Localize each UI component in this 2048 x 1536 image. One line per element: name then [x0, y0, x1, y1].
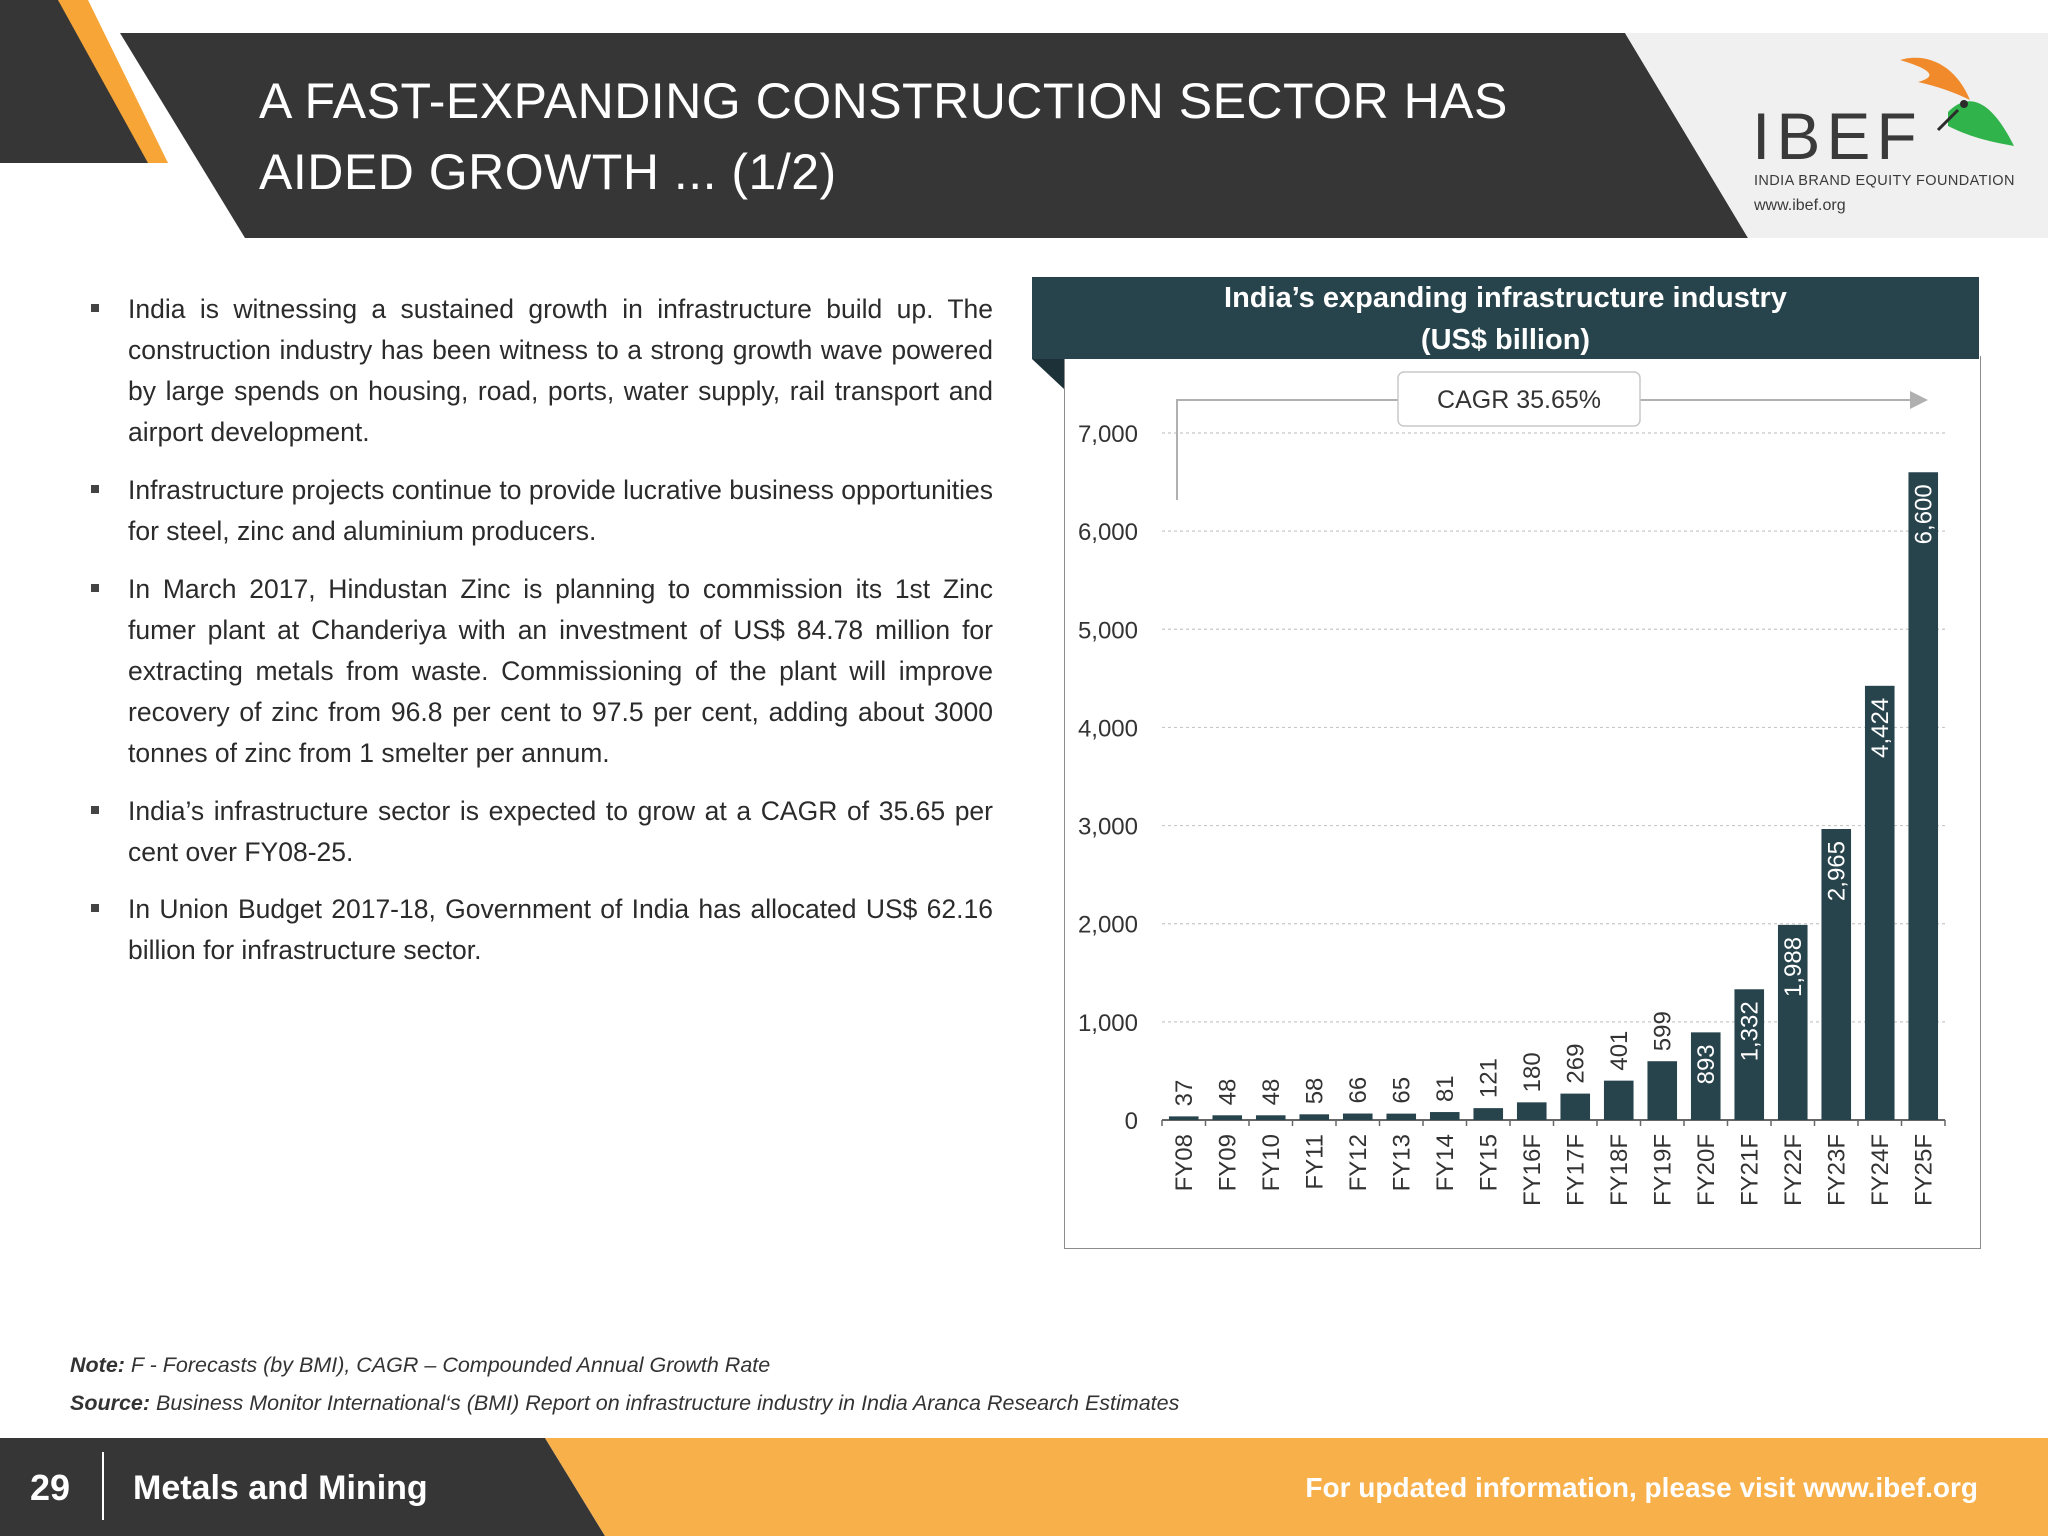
y-tick-label: 7,000 [1078, 421, 1138, 448]
bar [1212, 1115, 1243, 1120]
cagr-bracket-line [1176, 399, 1915, 500]
chart-note: Note: F - Forecasts (by BMI), CAGR – Com… [70, 1353, 770, 1378]
x-category-label: FY11 [1301, 1134, 1328, 1190]
x-category-label: FY08 [1171, 1134, 1198, 1191]
bar [1386, 1113, 1417, 1120]
x-category-label: FY16F [1519, 1134, 1546, 1206]
footer-website-link[interactable]: For updated information, please visit ww… [1305, 1472, 1978, 1503]
bar-value-label: 65 [1388, 1077, 1415, 1104]
bar [1821, 829, 1852, 1120]
y-tick-label: 1,000 [1078, 1010, 1138, 1037]
cagr-label-box [1397, 371, 1641, 427]
x-category-label: FY25F [1910, 1134, 1937, 1206]
bar-value-label: 180 [1519, 1052, 1546, 1092]
bar [1864, 685, 1895, 1120]
cagr-label: CAGR 35.65% [1437, 386, 1601, 414]
bar [1516, 1102, 1547, 1120]
bar-value-label: 121 [1475, 1058, 1502, 1098]
y-tick-label: 5,000 [1078, 617, 1138, 644]
bullet-marker [91, 584, 99, 592]
y-tick-label: 4,000 [1078, 715, 1138, 742]
bar-value-label: 269 [1562, 1044, 1589, 1084]
chart-source: Source: Business Monitor International‘s… [70, 1391, 1179, 1416]
bar-value-label: 401 [1606, 1031, 1633, 1071]
bar-value-label: 66 [1345, 1077, 1372, 1104]
bar [1560, 1093, 1591, 1120]
x-category-label: FY12 [1345, 1134, 1372, 1191]
x-category-label: FY19F [1649, 1134, 1676, 1206]
x-category-label: FY14 [1432, 1134, 1459, 1191]
bar [1777, 924, 1808, 1120]
y-tick-label: 6,000 [1078, 519, 1138, 546]
x-category-label: FY15 [1475, 1134, 1502, 1191]
x-category-label: FY21F [1736, 1134, 1763, 1206]
y-tick-label: 3,000 [1078, 814, 1138, 841]
bullet-marker [91, 806, 99, 814]
x-category-label: FY24F [1867, 1134, 1894, 1206]
x-category-label: FY22F [1780, 1134, 1807, 1206]
bar-value-label: 48 [1258, 1079, 1285, 1106]
footer-bar [0, 1438, 2048, 1536]
bullet-marker [91, 304, 99, 312]
chart-title-line-2: (US$ billion) [1420, 324, 1591, 356]
bar [1473, 1108, 1504, 1120]
ibef-logo-subtitle: INDIA BRAND EQUITY FOUNDATION [1754, 173, 2015, 189]
bar-value-label: 1,988 [1780, 937, 1807, 997]
bar-value-label: 599 [1649, 1011, 1676, 1051]
bullet-item: India is witnessing a sustained growth i… [128, 294, 993, 447]
x-category-label: FY13 [1388, 1134, 1415, 1191]
bullet-item: In Union Budget 2017-18, Government of I… [128, 894, 993, 965]
x-category-label: FY23F [1823, 1134, 1850, 1206]
source-label: Source: [70, 1391, 151, 1415]
bar-value-label: 893 [1693, 1044, 1720, 1084]
bar-value-label: 4,424 [1867, 698, 1894, 758]
section-name: Metals and Mining [133, 1469, 428, 1507]
bar [1342, 1113, 1373, 1120]
bullet-marker [91, 485, 99, 493]
page-title-line-2: AIDED GROWTH ... (1/2) [259, 144, 837, 200]
bar [1255, 1115, 1286, 1120]
chart-title-banner: India’s expanding infrastructure industr… [1032, 277, 1979, 359]
x-category-label: FY10 [1258, 1134, 1285, 1191]
x-category-label: FY17F [1562, 1134, 1589, 1206]
chart-banner-fold [1032, 359, 1064, 389]
page-title-line-1: A FAST-EXPANDING CONSTRUCTION SECTOR HAS [259, 73, 1508, 129]
cagr-arrow-head [1910, 391, 1928, 409]
ibef-logo-text: IBEF [1752, 99, 1923, 173]
bar-value-label: 81 [1432, 1075, 1459, 1102]
x-category-label: FY18F [1606, 1134, 1633, 1206]
bar [1429, 1112, 1460, 1120]
bar [1734, 989, 1765, 1120]
footer-divider [102, 1452, 104, 1520]
bullet-item: Infrastructure projects continue to prov… [128, 475, 993, 546]
bar [1908, 472, 1939, 1120]
bullet-item: India’s infrastructure sector is expecte… [128, 796, 993, 867]
bar [1690, 1032, 1721, 1120]
header-background [0, 0, 2048, 238]
y-tick-label: 0 [1125, 1108, 1138, 1135]
x-category-label: FY20F [1693, 1134, 1720, 1206]
ibef-logo-url: www.ibef.org [1754, 197, 1846, 214]
page-number: 29 [30, 1467, 71, 1508]
bar-value-label: 58 [1301, 1078, 1328, 1105]
note-text: F - Forecasts (by BMI), CAGR – Compounde… [130, 1353, 771, 1377]
chart-title-line-1: India’s expanding infrastructure industr… [1224, 282, 1787, 314]
source-text: Business Monitor International‘s (BMI) R… [156, 1391, 1180, 1415]
bar-value-label: 1,332 [1736, 1001, 1763, 1061]
bird-icon [1900, 57, 2014, 146]
note-label: Note: [70, 1353, 125, 1377]
y-tick-label: 2,000 [1078, 912, 1138, 939]
bullet-item: In March 2017, Hindustan Zinc is plannin… [128, 574, 993, 768]
bar [1299, 1114, 1330, 1120]
bar [1647, 1061, 1678, 1120]
bar-value-label: 48 [1214, 1079, 1241, 1106]
bar-value-label: 37 [1171, 1080, 1198, 1107]
x-category-label: FY09 [1214, 1134, 1241, 1191]
bar-value-label: 2,965 [1823, 841, 1850, 901]
bar-value-label: 6,600 [1910, 484, 1937, 544]
bar [1603, 1080, 1634, 1120]
bullet-marker [91, 904, 99, 912]
bar [1168, 1116, 1199, 1120]
